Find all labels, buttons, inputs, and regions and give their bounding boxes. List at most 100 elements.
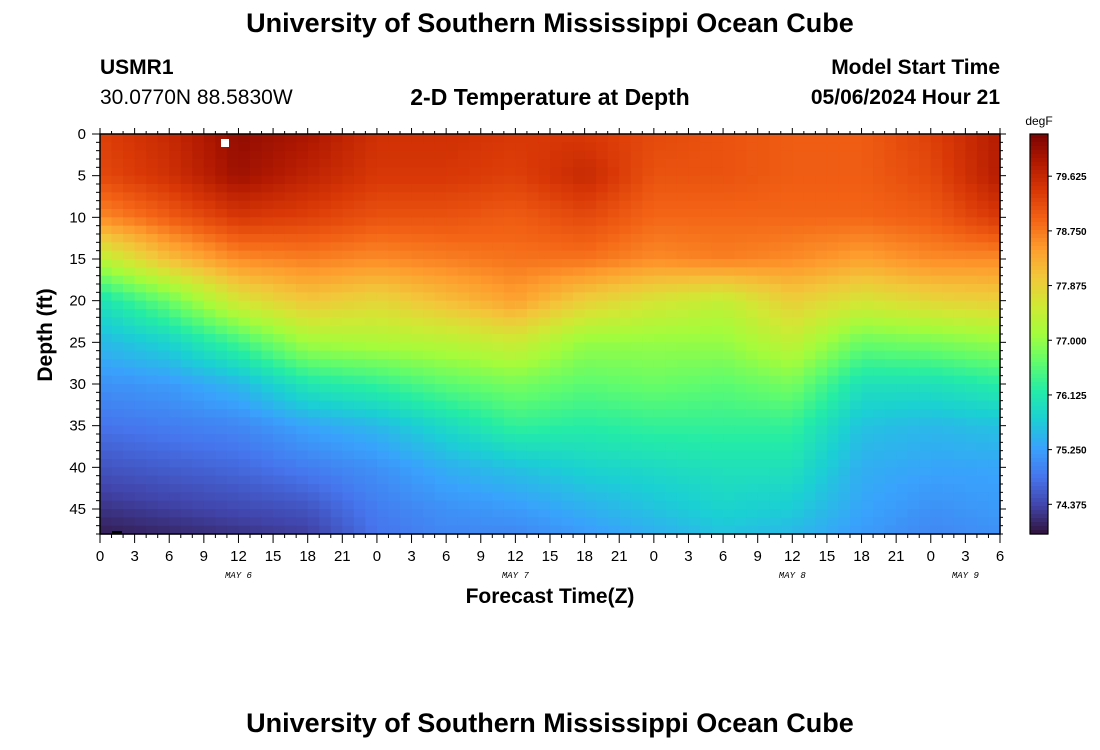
heatmap-cell <box>411 334 424 343</box>
heatmap-cell <box>607 259 620 268</box>
heatmap-cell <box>111 384 124 393</box>
heatmap-cell <box>134 400 147 410</box>
heatmap-cell <box>815 517 828 527</box>
heatmap-cell <box>757 350 770 360</box>
heatmap-cell <box>723 417 736 427</box>
heatmap-cell <box>976 200 990 210</box>
heatmap-cell <box>353 350 366 360</box>
heatmap-cell <box>769 250 782 260</box>
colorbar-segment <box>1030 290 1048 295</box>
heatmap-cell <box>538 500 551 510</box>
heatmap-cell <box>907 384 920 393</box>
heatmap-cell <box>365 442 378 452</box>
heatmap-cell <box>388 317 401 327</box>
heatmap-cell <box>434 467 447 477</box>
heatmap-cell <box>803 317 816 327</box>
heatmap-cell <box>988 142 1001 152</box>
heatmap-cell <box>180 442 193 452</box>
heatmap-cell <box>365 167 378 177</box>
heatmap-cell <box>400 142 413 152</box>
heatmap-cell <box>792 342 805 352</box>
heatmap-cell <box>365 300 378 310</box>
heatmap-cell <box>803 184 816 193</box>
heatmap-cell <box>400 250 413 260</box>
heatmap-cell <box>815 450 828 460</box>
colorbar-segment <box>1030 138 1048 143</box>
heatmap-cell <box>942 209 955 218</box>
heatmap-cell <box>873 234 886 243</box>
heatmap-cell <box>192 475 205 485</box>
heatmap-cell <box>342 292 355 302</box>
heatmap-cell <box>953 225 966 235</box>
heatmap-cell <box>192 509 205 518</box>
heatmap-cell <box>919 242 932 252</box>
heatmap-cell <box>596 250 609 260</box>
heatmap-cell <box>434 259 447 268</box>
heatmap-cell <box>423 334 436 343</box>
heatmap-cell <box>619 492 632 502</box>
heatmap-cell <box>192 392 205 402</box>
heatmap-cell <box>838 275 851 285</box>
heatmap-cell <box>815 142 828 152</box>
heatmap-cell <box>515 400 528 410</box>
heatmap-cell <box>942 350 955 360</box>
heatmap-cell <box>769 450 782 460</box>
heatmap-cell <box>965 475 978 485</box>
heatmap-cell <box>307 209 320 218</box>
heatmap-cell <box>607 375 620 385</box>
heatmap-cell <box>215 267 228 277</box>
heatmap-cell <box>988 392 1001 402</box>
heatmap-cell <box>676 250 690 260</box>
heatmap-cell <box>353 217 366 227</box>
heatmap-cell <box>503 150 516 160</box>
heatmap-cell <box>134 417 147 427</box>
heatmap-cell <box>873 325 886 335</box>
heatmap-cell <box>942 459 955 468</box>
heatmap-cell <box>619 334 632 343</box>
heatmap-cell <box>780 342 793 352</box>
heatmap-cell <box>573 209 586 218</box>
heatmap-cell <box>873 300 886 310</box>
heatmap-cell <box>769 234 782 243</box>
heatmap-cell <box>896 334 909 343</box>
colorbar-segment <box>1030 234 1048 239</box>
heatmap-cell <box>930 317 943 327</box>
heatmap-cell <box>550 367 563 377</box>
heatmap-cell <box>111 450 124 460</box>
heatmap-cell <box>330 467 343 477</box>
heatmap-cell <box>711 259 724 268</box>
heatmap-cell <box>942 517 955 527</box>
heatmap-cell <box>538 225 551 235</box>
heatmap-cell <box>296 292 309 302</box>
heatmap-cell <box>319 434 332 443</box>
heatmap-cell <box>953 492 966 502</box>
heatmap-cell <box>480 484 493 493</box>
heatmap-cell <box>273 284 286 293</box>
heatmap-cell <box>723 217 736 227</box>
heatmap-cell <box>538 192 551 202</box>
heatmap-cell <box>353 509 366 518</box>
heatmap-cell <box>792 167 805 177</box>
heatmap-cell <box>353 192 366 202</box>
heatmap-cell <box>988 250 1001 260</box>
heatmap-cell <box>111 467 124 477</box>
heatmap-cell <box>919 225 932 235</box>
heatmap-cell <box>884 325 897 335</box>
heatmap-cell <box>561 392 574 402</box>
heatmap-cell <box>100 459 113 468</box>
heatmap-cell <box>919 275 932 285</box>
heatmap-cell <box>503 342 516 352</box>
heatmap-cell <box>642 342 655 352</box>
heatmap-cell <box>376 392 390 402</box>
heatmap-cell <box>780 292 793 302</box>
heatmap-cell <box>700 225 713 235</box>
heatmap-cell <box>850 275 863 285</box>
heatmap-cell <box>411 317 424 327</box>
colorbar-unit: degF <box>1025 114 1052 128</box>
heatmap-cell <box>180 425 193 435</box>
heatmap-cell <box>630 267 643 277</box>
heatmap-cell <box>653 192 666 202</box>
heatmap-cell <box>757 275 770 285</box>
heatmap-cell <box>642 259 655 268</box>
heatmap-cell <box>515 492 528 502</box>
